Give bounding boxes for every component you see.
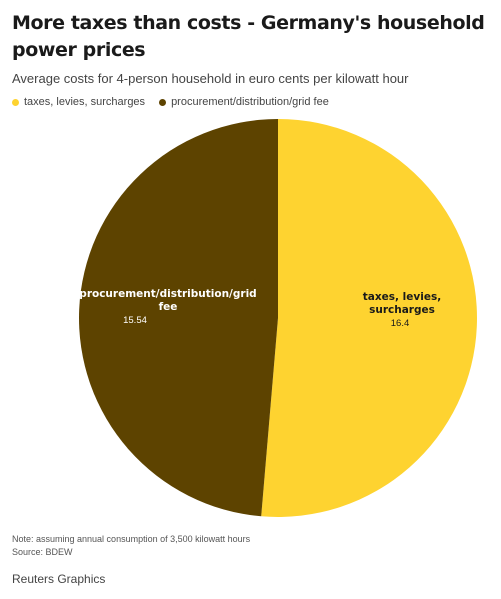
pie-slice-procurement <box>79 119 278 517</box>
slice-label-taxes: taxes, levies, surcharges <box>363 291 441 316</box>
credit: Reuters Graphics <box>12 572 106 586</box>
pie-slice-taxes <box>261 119 478 517</box>
legend-swatch-procurement <box>159 98 167 106</box>
slice-label-procurement: procurement/distribution/grid fee <box>79 288 256 313</box>
legend-item-procurement: procurement/distribution/grid fee <box>159 96 329 108</box>
chart-footnotes: Note: assuming annual consumption of 3,5… <box>12 533 250 559</box>
legend-label-procurement: procurement/distribution/grid fee <box>171 96 329 108</box>
chart-source: Source: BDEW <box>12 547 73 557</box>
chart-note: Note: assuming annual consumption of 3,5… <box>12 534 251 544</box>
chart-title: More taxes than costs - Germany's househ… <box>12 12 485 61</box>
slice-value-taxes: 16.4 <box>391 318 410 329</box>
legend: taxes, levies, surcharges procurement/di… <box>12 96 343 108</box>
slice-value-procurement: 15.54 <box>123 315 147 326</box>
legend-label-taxes: taxes, levies, surcharges <box>24 96 146 108</box>
legend-item-taxes: taxes, levies, surcharges <box>12 96 145 108</box>
legend-swatch-taxes <box>12 98 19 106</box>
chart-subtitle: Average costs for 4-person household in … <box>12 71 409 86</box>
